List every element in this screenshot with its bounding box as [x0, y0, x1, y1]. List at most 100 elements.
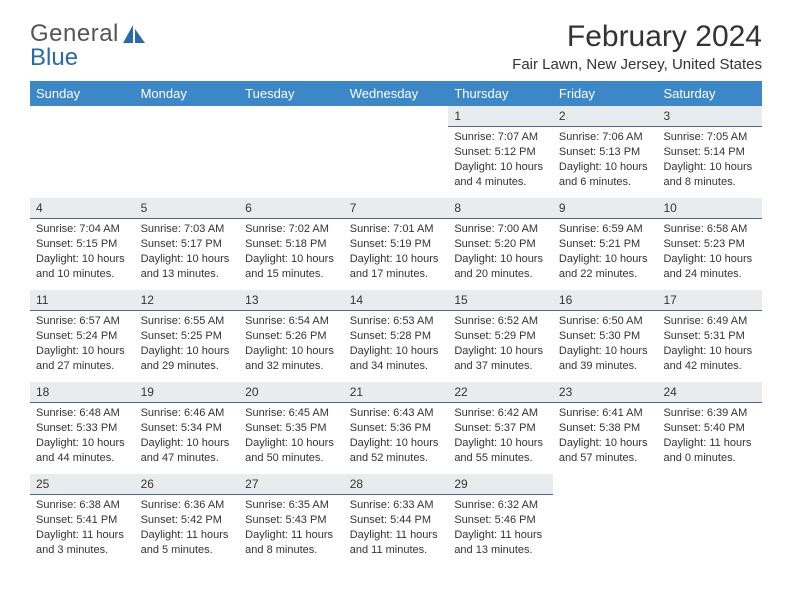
calendar-week: 1Sunrise: 7:07 AMSunset: 5:12 PMDaylight…	[30, 106, 762, 198]
calendar-day-cell: 3Sunrise: 7:05 AMSunset: 5:14 PMDaylight…	[657, 106, 762, 198]
day-number: 15	[448, 290, 553, 311]
daylight-line-1: Daylight: 10 hours	[36, 344, 129, 359]
daylight-line-1: Daylight: 10 hours	[559, 252, 652, 267]
calendar-day-cell: 29Sunrise: 6:32 AMSunset: 5:46 PMDayligh…	[448, 474, 553, 566]
calendar-day-cell: 26Sunrise: 6:36 AMSunset: 5:42 PMDayligh…	[135, 474, 240, 566]
daylight-line-2: and 47 minutes.	[141, 451, 234, 466]
daylight-line-2: and 22 minutes.	[559, 267, 652, 282]
day-body: Sunrise: 6:55 AMSunset: 5:25 PMDaylight:…	[135, 311, 240, 379]
daylight-line-2: and 5 minutes.	[141, 543, 234, 558]
calendar-week: 25Sunrise: 6:38 AMSunset: 5:41 PMDayligh…	[30, 474, 762, 566]
day-body: Sunrise: 6:36 AMSunset: 5:42 PMDaylight:…	[135, 495, 240, 563]
calendar-empty-cell	[657, 474, 762, 566]
day-body: Sunrise: 6:39 AMSunset: 5:40 PMDaylight:…	[657, 403, 762, 471]
day-number: 1	[448, 106, 553, 127]
sunset-text: Sunset: 5:21 PM	[559, 237, 652, 252]
day-number: 6	[239, 198, 344, 219]
calendar-day-cell: 2Sunrise: 7:06 AMSunset: 5:13 PMDaylight…	[553, 106, 658, 198]
daylight-line-1: Daylight: 10 hours	[36, 252, 129, 267]
sunset-text: Sunset: 5:17 PM	[141, 237, 234, 252]
daylight-line-2: and 34 minutes.	[350, 359, 443, 374]
sunset-text: Sunset: 5:26 PM	[245, 329, 338, 344]
daylight-line-1: Daylight: 11 hours	[454, 528, 547, 543]
sunset-text: Sunset: 5:24 PM	[36, 329, 129, 344]
calendar-week: 11Sunrise: 6:57 AMSunset: 5:24 PMDayligh…	[30, 290, 762, 382]
sunrise-text: Sunrise: 6:49 AM	[663, 314, 756, 329]
calendar-grid: Sunday Monday Tuesday Wednesday Thursday…	[30, 81, 762, 566]
daylight-line-1: Daylight: 11 hours	[141, 528, 234, 543]
day-body: Sunrise: 6:43 AMSunset: 5:36 PMDaylight:…	[344, 403, 449, 471]
sunrise-text: Sunrise: 6:46 AM	[141, 406, 234, 421]
sail-icon	[121, 23, 147, 45]
calendar-page: General February 2024 Fair Lawn, New Jer…	[0, 0, 792, 576]
day-header: Wednesday	[344, 81, 449, 106]
sunrise-text: Sunrise: 6:41 AM	[559, 406, 652, 421]
sunset-text: Sunset: 5:29 PM	[454, 329, 547, 344]
day-body: Sunrise: 6:48 AMSunset: 5:33 PMDaylight:…	[30, 403, 135, 471]
daylight-line-1: Daylight: 10 hours	[36, 436, 129, 451]
daylight-line-2: and 8 minutes.	[663, 175, 756, 190]
day-body: Sunrise: 6:59 AMSunset: 5:21 PMDaylight:…	[553, 219, 658, 287]
calendar-empty-cell	[135, 106, 240, 198]
calendar-week: 18Sunrise: 6:48 AMSunset: 5:33 PMDayligh…	[30, 382, 762, 474]
sunset-text: Sunset: 5:25 PM	[141, 329, 234, 344]
daylight-line-1: Daylight: 10 hours	[454, 436, 547, 451]
daylight-line-2: and 20 minutes.	[454, 267, 547, 282]
sunset-text: Sunset: 5:44 PM	[350, 513, 443, 528]
daylight-line-2: and 10 minutes.	[36, 267, 129, 282]
sunrise-text: Sunrise: 6:57 AM	[36, 314, 129, 329]
day-number: 2	[553, 106, 658, 127]
daylight-line-1: Daylight: 10 hours	[245, 436, 338, 451]
sunrise-text: Sunrise: 6:36 AM	[141, 498, 234, 513]
daylight-line-1: Daylight: 10 hours	[663, 160, 756, 175]
day-number: 23	[553, 382, 658, 403]
day-body: Sunrise: 6:53 AMSunset: 5:28 PMDaylight:…	[344, 311, 449, 379]
daylight-line-2: and 8 minutes.	[245, 543, 338, 558]
sunrise-text: Sunrise: 6:45 AM	[245, 406, 338, 421]
day-body: Sunrise: 6:32 AMSunset: 5:46 PMDaylight:…	[448, 495, 553, 563]
day-header: Monday	[135, 81, 240, 106]
calendar-day-cell: 11Sunrise: 6:57 AMSunset: 5:24 PMDayligh…	[30, 290, 135, 382]
sunset-text: Sunset: 5:42 PM	[141, 513, 234, 528]
daylight-line-2: and 29 minutes.	[141, 359, 234, 374]
day-number: 9	[553, 198, 658, 219]
day-header: Sunday	[30, 81, 135, 106]
calendar-day-cell: 25Sunrise: 6:38 AMSunset: 5:41 PMDayligh…	[30, 474, 135, 566]
daylight-line-1: Daylight: 10 hours	[141, 344, 234, 359]
calendar-day-cell: 7Sunrise: 7:01 AMSunset: 5:19 PMDaylight…	[344, 198, 449, 290]
day-number: 24	[657, 382, 762, 403]
sunset-text: Sunset: 5:35 PM	[245, 421, 338, 436]
sunrise-text: Sunrise: 6:50 AM	[559, 314, 652, 329]
daylight-line-2: and 0 minutes.	[663, 451, 756, 466]
daylight-line-2: and 32 minutes.	[245, 359, 338, 374]
day-number: 26	[135, 474, 240, 495]
sunset-text: Sunset: 5:20 PM	[454, 237, 547, 252]
daylight-line-1: Daylight: 10 hours	[245, 252, 338, 267]
day-body: Sunrise: 7:02 AMSunset: 5:18 PMDaylight:…	[239, 219, 344, 287]
day-body: Sunrise: 6:42 AMSunset: 5:37 PMDaylight:…	[448, 403, 553, 471]
daylight-line-2: and 13 minutes.	[454, 543, 547, 558]
sunset-text: Sunset: 5:36 PM	[350, 421, 443, 436]
day-body: Sunrise: 6:58 AMSunset: 5:23 PMDaylight:…	[657, 219, 762, 287]
sunset-text: Sunset: 5:41 PM	[36, 513, 129, 528]
page-title: February 2024	[512, 20, 762, 54]
sunrise-text: Sunrise: 7:04 AM	[36, 222, 129, 237]
weeks-container: 1Sunrise: 7:07 AMSunset: 5:12 PMDaylight…	[30, 106, 762, 566]
day-number: 14	[344, 290, 449, 311]
daylight-line-2: and 13 minutes.	[141, 267, 234, 282]
sunset-text: Sunset: 5:28 PM	[350, 329, 443, 344]
day-number: 25	[30, 474, 135, 495]
daylight-line-2: and 37 minutes.	[454, 359, 547, 374]
day-number: 16	[553, 290, 658, 311]
daylight-line-2: and 55 minutes.	[454, 451, 547, 466]
day-body: Sunrise: 6:52 AMSunset: 5:29 PMDaylight:…	[448, 311, 553, 379]
day-header: Friday	[553, 81, 658, 106]
sunrise-text: Sunrise: 6:53 AM	[350, 314, 443, 329]
day-number: 8	[448, 198, 553, 219]
daylight-line-1: Daylight: 10 hours	[454, 344, 547, 359]
location-label: Fair Lawn, New Jersey, United States	[512, 56, 762, 73]
sunset-text: Sunset: 5:14 PM	[663, 145, 756, 160]
calendar-day-cell: 19Sunrise: 6:46 AMSunset: 5:34 PMDayligh…	[135, 382, 240, 474]
calendar-day-cell: 21Sunrise: 6:43 AMSunset: 5:36 PMDayligh…	[344, 382, 449, 474]
daylight-line-1: Daylight: 11 hours	[663, 436, 756, 451]
